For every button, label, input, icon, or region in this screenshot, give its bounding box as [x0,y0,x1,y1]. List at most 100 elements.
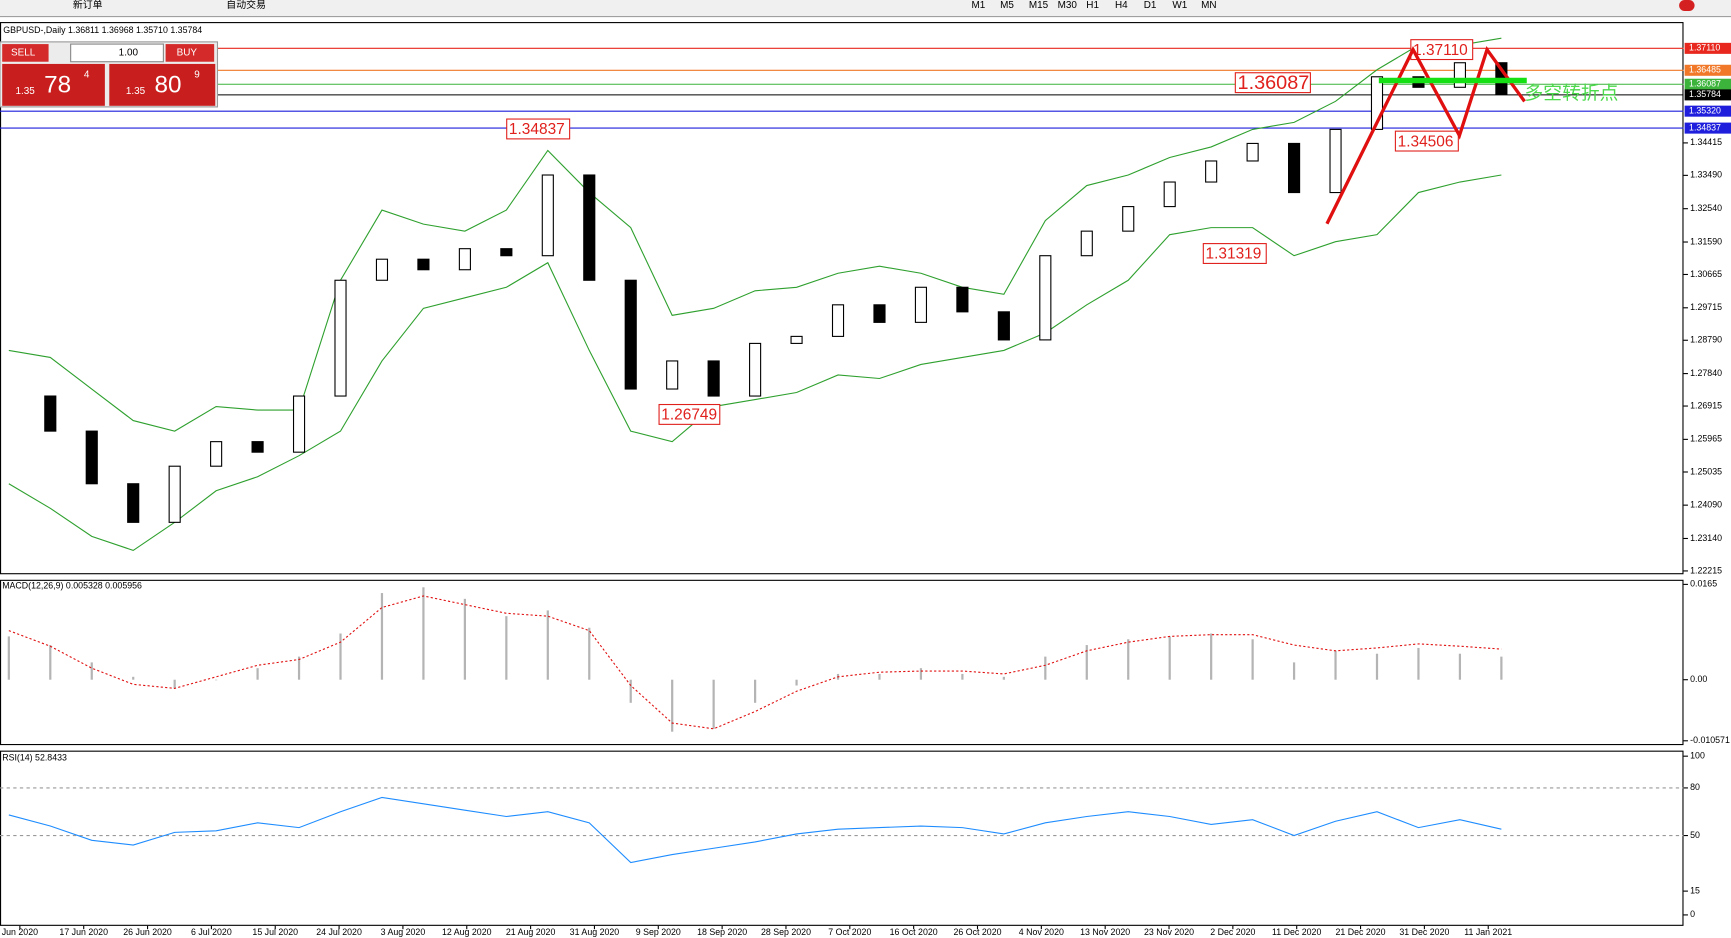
y-tick-label: 1.30665 [1690,269,1722,279]
toolbar-button[interactable]: 自动交易 [226,0,266,11]
x-tick-label: 31 Aug 2020 [570,927,620,937]
timeframe-button[interactable]: W1 [1172,0,1187,11]
candle [1205,160,1218,183]
macd-bar [1168,636,1171,680]
sell-button[interactable] [2,44,49,62]
x-tick-label: 17 Jun 2020 [59,927,108,937]
candle [375,258,389,281]
y-tick-label: 0.0165 [1690,579,1717,589]
timeframe-button[interactable]: M1 [971,0,985,11]
candle [500,248,513,257]
timeframe-button[interactable]: D1 [1144,0,1157,11]
timeframe-button[interactable]: M15 [1029,0,1049,11]
buy-price-box[interactable] [109,63,216,106]
y-tick-label: 0 [1690,909,1695,919]
y-tick-label: 1.25035 [1690,466,1722,476]
candle [417,258,430,271]
annotation-label: 1.26749 [661,407,717,424]
macd-bar [1417,647,1420,680]
buy-button[interactable] [165,44,215,62]
trade-panel: SELL 1.00 BUY 1.35 78 4 1.35 80 9 [0,41,219,108]
macd-bar [1458,653,1462,680]
macd-bar [1002,676,1005,680]
macd-bar [215,679,218,681]
candle [1246,142,1259,162]
annotation-label: 1.34837 [509,121,565,138]
candle [914,286,928,323]
lot-value[interactable]: 1.00 [119,48,139,59]
price-label: 1.34837 [1689,122,1721,132]
timeframe-button[interactable]: H1 [1086,0,1099,11]
x-tick-label: 15 Jul 2020 [252,927,298,937]
annotation-box [506,118,571,140]
macd-bar [546,610,549,680]
candle [541,174,554,257]
price-big: 78 [44,71,71,98]
timeframe-button[interactable]: M30 [1058,0,1078,11]
x-tick-label: 23 Nov 2020 [1144,927,1194,937]
x-tick-label: 26 Jun 2020 [123,927,172,937]
x-tick-label: 21 Aug 2020 [506,927,556,937]
price-label-box [1684,42,1731,54]
price-big: 80 [155,71,182,98]
buy-label[interactable]: BUY [177,48,198,59]
x-tick-label: Jun 2020 [2,927,38,937]
price-label-box [1684,122,1731,134]
candle [831,304,845,337]
macd-bar [961,673,964,680]
x-tick-label: 2 Dec 2020 [1210,927,1255,937]
price-label: 1.36485 [1689,65,1721,75]
candle [458,248,471,271]
x-tick-label: 18 Sep 2020 [697,927,747,937]
lot-field[interactable] [70,43,164,63]
sell-label[interactable]: SELL [11,48,36,59]
price-label: 1.35784 [1689,89,1721,99]
x-tick-label: 7 Oct 2020 [828,927,871,937]
y-tick-label: 1.22215 [1690,565,1722,575]
y-tick-label: 1.27840 [1690,368,1722,378]
candle [624,279,637,390]
sell-price-box[interactable] [2,63,105,106]
macd-bar [380,593,384,680]
drawn-arrow [1325,45,1526,225]
candle [790,335,803,344]
price-prefix: 1.35 [15,86,35,97]
candle [1039,255,1052,341]
macd-bar [256,668,259,680]
macd-bar [339,633,342,680]
toolbar [0,0,1731,17]
x-tick-label: 26 Oct 2020 [953,927,1001,937]
annotation-label: 1.34506 [1398,133,1454,150]
rsi-pane [0,750,1684,926]
annotation-box [1202,243,1267,264]
price-label-box [1684,78,1731,90]
candle [127,483,140,523]
y-tick-label: -0.010571 [1690,735,1730,745]
macd-bar [1292,662,1296,680]
annotation-label: 1.36087 [1238,72,1310,94]
y-tick-label: 1.32540 [1690,203,1722,213]
timeframe-button[interactable]: MN [1201,0,1216,11]
macd-bar [90,662,93,680]
y-tick-label: 1.25965 [1690,434,1722,444]
timeframe-button[interactable]: M5 [1000,0,1014,11]
annotation-label: 1.37110 [1413,42,1468,59]
alert-icon[interactable] [1679,0,1695,12]
macd-bar [1375,653,1379,680]
candle [85,430,98,485]
price-label: 1.36087 [1689,79,1721,89]
y-tick-label: 80 [1690,782,1700,792]
x-tick-label: 3 Aug 2020 [381,927,426,937]
candle [583,174,596,281]
rsi-header: RSI(14) 52.8433 [2,753,67,763]
annotation-box [1394,130,1459,152]
y-tick-label: 15 [1690,885,1700,895]
macd-pane [0,579,1684,746]
x-tick-label: 4 Nov 2020 [1019,927,1064,937]
macd-bar [49,645,52,680]
timeframe-button[interactable]: H4 [1115,0,1128,11]
toolbar-button[interactable]: 新订单 [73,0,103,11]
main-pane [0,22,1684,575]
